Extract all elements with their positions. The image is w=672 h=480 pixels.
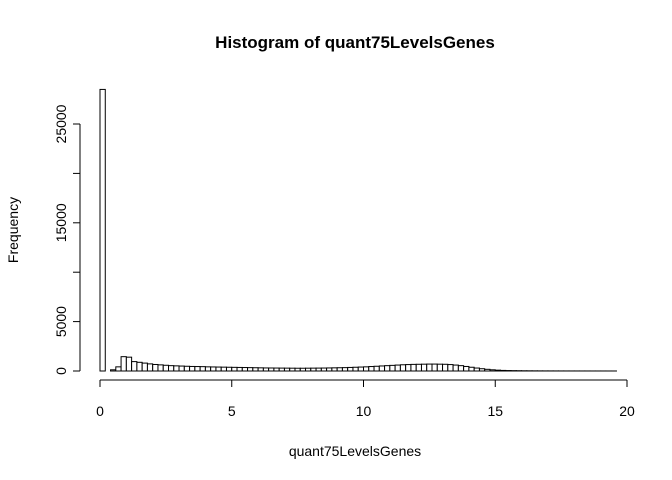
- histogram-bar: [426, 363, 433, 372]
- y-axis-label: Frequency: [5, 197, 21, 263]
- histogram-bar: [225, 366, 233, 372]
- histogram-bar: [405, 364, 412, 372]
- histogram-bar: [410, 363, 417, 372]
- histogram-bar: [315, 367, 322, 372]
- histogram-bar: [500, 369, 507, 372]
- x-tick-label: 20: [619, 403, 635, 419]
- x-tick-label: 0: [96, 403, 104, 419]
- histogram-bar: [473, 367, 480, 372]
- histogram-bar: [415, 363, 422, 372]
- histogram-bar: [204, 366, 212, 372]
- histogram-bar: [363, 366, 370, 372]
- histogram-bar: [152, 363, 159, 372]
- histogram-bar: [305, 367, 312, 372]
- histogram-bar: [289, 367, 296, 372]
- histogram-bar: [389, 364, 396, 372]
- histogram-bar: [431, 363, 438, 372]
- histogram-bar: [294, 367, 301, 372]
- histogram-bar: [457, 365, 465, 372]
- histogram-bar: [257, 367, 264, 372]
- x-tick-label: 10: [356, 403, 372, 419]
- histogram-bar: [452, 364, 459, 372]
- histogram-bar: [146, 363, 154, 372]
- histogram-bar: [368, 366, 375, 372]
- histogram-bar: [199, 366, 206, 372]
- histogram-bar: [310, 367, 317, 372]
- histogram-bar: [120, 356, 127, 372]
- histogram-bar: [378, 365, 386, 372]
- y-ticks-group: 0 5000 15000 25000: [53, 104, 80, 375]
- histogram-bar: [468, 366, 475, 372]
- histogram-bar: [341, 367, 349, 372]
- histogram-bar: [347, 366, 354, 372]
- histogram-bar: [173, 365, 180, 372]
- histogram-bar: [373, 365, 380, 372]
- histogram-bar: [489, 369, 496, 372]
- y-tick-label: 5000: [53, 306, 69, 337]
- histogram-bar: [157, 364, 164, 372]
- histogram-bar: [273, 367, 280, 372]
- histogram-bar: [262, 367, 270, 372]
- histogram-bar: [320, 367, 328, 372]
- histogram-bar: [436, 363, 444, 372]
- x-ticks-group: 0 5 10 15 20: [96, 380, 635, 419]
- histogram-bar: [252, 367, 259, 372]
- y-tick-label: 0: [53, 367, 69, 375]
- histogram-bar: [484, 368, 491, 372]
- histogram-bar: [247, 367, 254, 372]
- histogram-bar: [299, 367, 307, 372]
- histogram-bar: [189, 365, 196, 372]
- histogram-bar: [215, 366, 222, 372]
- histogram-bar: [442, 363, 449, 372]
- histogram-bar: [231, 366, 238, 372]
- chart-title: Histogram of quant75LevelsGenes: [215, 33, 495, 52]
- histogram-bar: [357, 366, 365, 372]
- x-axis-label: quant75LevelsGenes: [289, 443, 421, 459]
- x-tick-label: 15: [487, 403, 503, 419]
- y-tick-label: 25000: [53, 104, 69, 143]
- histogram-bar: [141, 362, 148, 372]
- histogram-bar: [326, 367, 333, 372]
- y-tick-label: 15000: [53, 203, 69, 242]
- histogram-bar: [384, 365, 391, 372]
- histogram-bar: [236, 366, 243, 372]
- histogram-bar: [283, 367, 291, 372]
- histogram-bar: [125, 356, 133, 372]
- histogram-bar: [420, 363, 428, 372]
- histogram-bar: [162, 364, 170, 372]
- histogram-bar: [268, 367, 275, 372]
- histogram-bar: [210, 366, 217, 372]
- histogram-bar: [336, 367, 343, 372]
- histogram-bar: [447, 364, 454, 372]
- histogram-bar: [331, 367, 338, 372]
- histogram-bar: [115, 366, 122, 372]
- bars-group: [99, 88, 617, 372]
- histogram-bar: [131, 361, 138, 372]
- histogram-bar: [168, 365, 175, 372]
- histogram-bar: [110, 369, 117, 372]
- histogram-bar: [241, 367, 249, 372]
- x-tick-label: 5: [228, 403, 236, 419]
- histogram-bar: [478, 368, 486, 372]
- histogram-bar: [194, 366, 201, 372]
- histogram-bar: [494, 369, 502, 372]
- histogram-bar: [352, 366, 359, 372]
- histogram-bar: [220, 366, 227, 372]
- histogram-bar: [178, 365, 185, 372]
- histogram-bar: [183, 365, 191, 372]
- histogram-bar: [278, 367, 285, 372]
- histogram-bar: [463, 365, 470, 372]
- histogram-bar: [394, 364, 401, 372]
- histogram-bar: [399, 364, 407, 372]
- histogram-bar: [99, 88, 106, 372]
- histogram-bar: [136, 361, 143, 372]
